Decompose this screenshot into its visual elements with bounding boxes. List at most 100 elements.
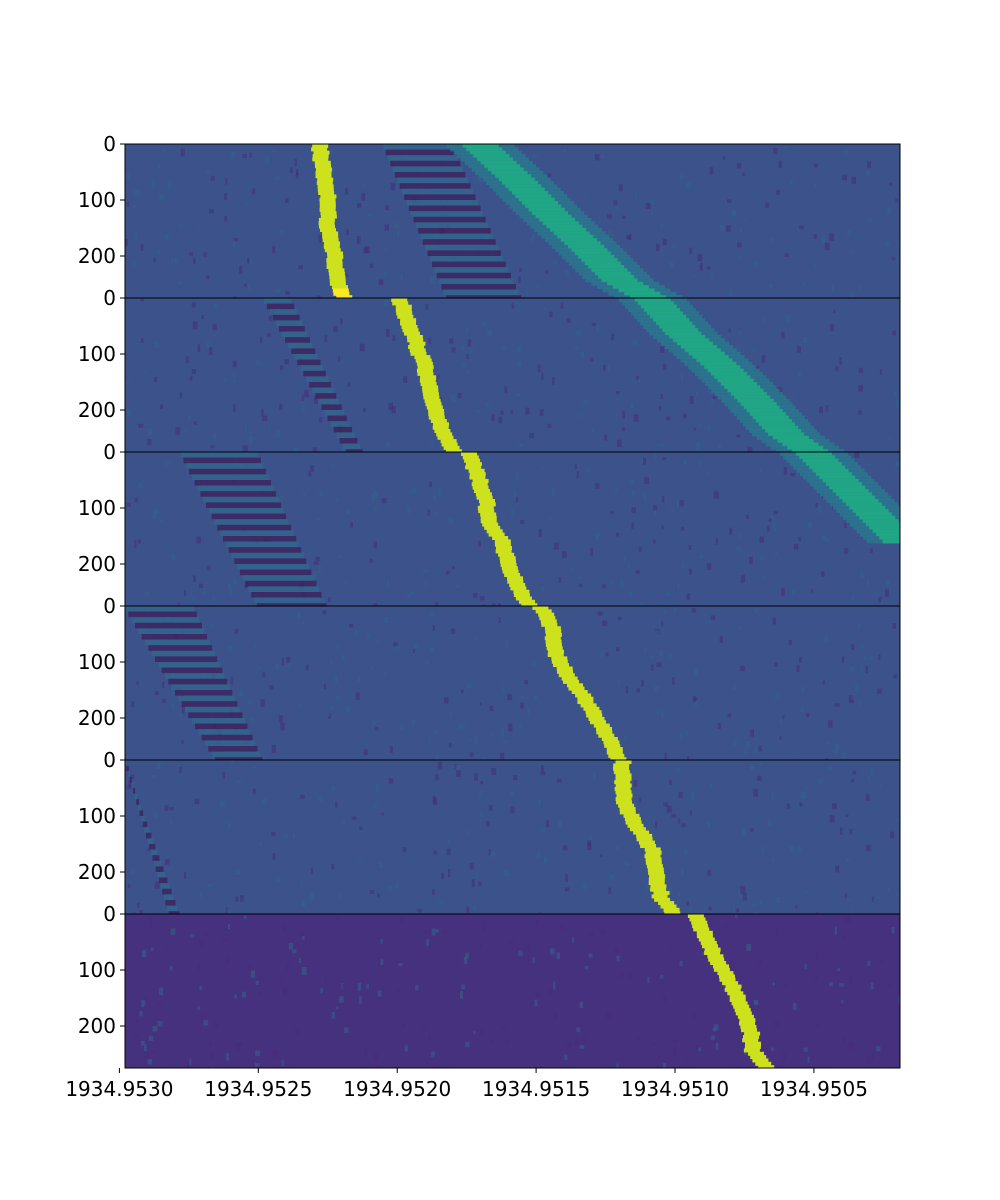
noise-speckle — [580, 1045, 585, 1049]
noise-speckle — [407, 593, 411, 598]
noise-speckle — [632, 522, 634, 529]
noise-speckle — [256, 981, 259, 985]
noise-speckle — [667, 806, 672, 813]
fringe-band — [138, 628, 204, 634]
noise-speckle — [770, 238, 774, 244]
fringe-band — [138, 805, 141, 811]
noise-speckle — [202, 315, 204, 319]
noise-speckle — [580, 1002, 584, 1008]
noise-speckle — [126, 409, 130, 416]
noise-speckle — [835, 866, 839, 873]
noise-speckle — [791, 396, 794, 399]
noise-speckle — [190, 376, 192, 381]
noise-speckle — [773, 148, 777, 154]
noise-speckle — [816, 951, 819, 959]
noise-speckle — [401, 1024, 406, 1028]
noise-speckle — [632, 490, 635, 496]
noise-speckle — [262, 798, 267, 804]
noise-speckle — [824, 635, 828, 643]
noise-speckle — [825, 243, 830, 251]
noise-speckle — [513, 775, 517, 780]
noise-speckle — [677, 500, 679, 507]
noise-speckle — [636, 570, 640, 573]
noise-speckle — [301, 900, 306, 907]
noise-speckle — [499, 617, 501, 623]
noise-speckle — [226, 1053, 229, 1060]
noise-speckle — [237, 1043, 240, 1051]
noise-speckle — [190, 934, 194, 937]
noise-speckle — [835, 743, 839, 750]
noise-speckle — [223, 938, 227, 941]
y-tick-label: 200 — [78, 706, 116, 730]
noise-speckle — [829, 233, 834, 241]
noise-speckle — [432, 928, 436, 935]
noise-speckle — [739, 627, 742, 630]
noise-speckle — [622, 411, 625, 418]
noise-speckle — [275, 664, 279, 670]
noise-speckle — [622, 427, 625, 431]
noise-speckle — [314, 571, 317, 579]
noise-speckle — [632, 507, 637, 513]
noise-speckle — [619, 184, 623, 191]
noise-speckle — [204, 1020, 209, 1025]
noise-speckle — [629, 592, 633, 597]
fringe-band — [200, 491, 276, 497]
noise-speckle — [795, 906, 797, 909]
noise-speckle — [653, 505, 657, 510]
noise-speckle — [854, 452, 859, 458]
noise-speckle — [617, 956, 620, 962]
noise-speckle — [823, 1064, 825, 1071]
noise-speckle — [248, 284, 251, 291]
noise-speckle — [491, 1039, 494, 1043]
noise-speckle — [784, 467, 787, 475]
noise-speckle — [653, 511, 656, 516]
noise-speckle — [655, 821, 657, 828]
noise-speckle — [398, 963, 402, 966]
noise-speckle — [886, 581, 890, 587]
noise-speckle — [228, 583, 232, 590]
noise-speckle — [733, 965, 735, 972]
noise-speckle — [455, 585, 460, 588]
noise-speckle — [468, 340, 471, 347]
noise-speckle — [577, 471, 579, 478]
noise-speckle — [606, 653, 609, 657]
noise-speckle — [746, 515, 749, 519]
noise-speckle — [663, 995, 667, 1002]
fringe-band — [212, 514, 286, 520]
noise-speckle — [511, 806, 515, 813]
noise-speckle — [352, 817, 357, 820]
noise-speckle — [280, 365, 283, 370]
fringe-band — [188, 712, 242, 718]
fringe-band — [172, 684, 230, 690]
noise-speckle — [653, 540, 655, 544]
noise-speckle — [439, 900, 444, 905]
noise-speckle — [519, 268, 522, 272]
noise-speckle — [302, 936, 305, 939]
noise-speckle — [472, 879, 475, 886]
fringe-band — [234, 558, 306, 564]
noise-speckle — [805, 785, 808, 790]
fringe-band — [149, 844, 155, 850]
noise-speckle — [850, 292, 855, 298]
noise-speckle — [799, 802, 802, 806]
fringe-band — [279, 326, 305, 332]
noise-speckle — [606, 1012, 611, 1019]
noise-speckle — [418, 909, 423, 913]
noise-speckle — [415, 985, 419, 990]
noise-speckle — [799, 226, 804, 229]
noise-speckle — [379, 280, 384, 286]
noise-speckle — [867, 463, 872, 466]
noise-speckle — [225, 216, 228, 222]
noise-speckle — [508, 724, 512, 732]
noise-speckle — [342, 655, 345, 660]
noise-speckle — [846, 814, 849, 817]
noise-speckle — [692, 1013, 695, 1020]
noise-speckle — [542, 924, 544, 928]
noise-speckle — [681, 869, 684, 876]
noise-speckle — [280, 495, 283, 498]
noise-speckle — [593, 771, 596, 779]
noise-speckle — [180, 714, 182, 718]
noise-speckle — [461, 985, 465, 990]
noise-speckle — [220, 801, 225, 808]
noise-speckle — [518, 277, 520, 283]
